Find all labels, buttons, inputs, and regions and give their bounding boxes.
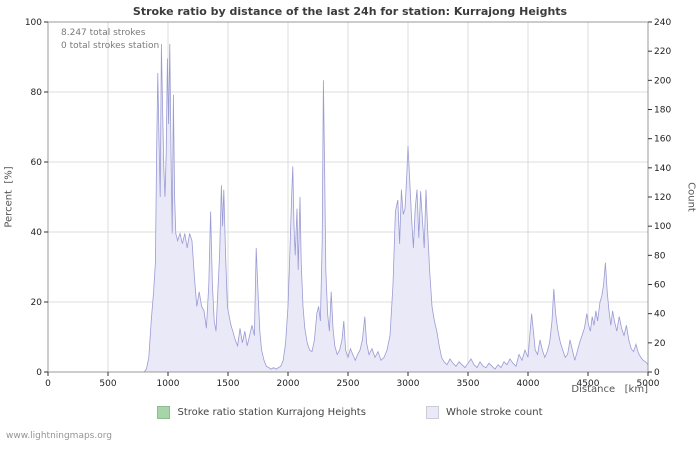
svg-text:3000: 3000 — [397, 379, 420, 389]
svg-text:40: 40 — [654, 310, 666, 320]
svg-text:120: 120 — [654, 193, 671, 203]
svg-text:200: 200 — [654, 76, 671, 86]
svg-text:3500: 3500 — [457, 379, 480, 389]
svg-text:40: 40 — [31, 228, 43, 238]
x-axis-label: Distance [km] — [571, 384, 648, 395]
svg-text:80: 80 — [654, 251, 666, 261]
svg-text:180: 180 — [654, 106, 671, 116]
svg-text:1000: 1000 — [157, 379, 180, 389]
y-axis-right-label: Count — [685, 182, 697, 212]
svg-text:2500: 2500 — [337, 379, 360, 389]
svg-text:220: 220 — [654, 47, 671, 57]
legend-label-whole-stroke-count: Whole stroke count — [445, 407, 543, 418]
y-axis-left-label: Percent [%] — [3, 166, 15, 228]
svg-text:5000: 5000 — [637, 379, 660, 389]
svg-text:20: 20 — [654, 339, 666, 349]
watermark-text: www.lightningmaps.org — [6, 431, 112, 441]
svg-text:0: 0 — [654, 368, 660, 378]
svg-text:100: 100 — [654, 222, 671, 232]
svg-text:160: 160 — [654, 135, 671, 145]
legend-item-stroke-ratio: Stroke ratio station Kurrajong Heights — [157, 406, 366, 419]
total-strokes-text: 8.247 total strokes — [61, 28, 146, 38]
total-strokes-station-text: 0 total strokes station — [61, 41, 160, 51]
whole-stroke-count-swatch-icon — [425, 406, 439, 419]
stroke-ratio-swatch-icon — [157, 406, 171, 419]
svg-text:4500: 4500 — [577, 379, 600, 389]
svg-text:1500: 1500 — [217, 379, 240, 389]
svg-text:100: 100 — [25, 18, 42, 28]
svg-text:4000: 4000 — [517, 379, 540, 389]
svg-text:60: 60 — [31, 158, 43, 168]
svg-text:0: 0 — [36, 368, 42, 378]
svg-text:80: 80 — [31, 88, 43, 98]
chart-title: Stroke ratio by distance of the last 24h… — [132, 5, 568, 18]
svg-text:0: 0 — [45, 379, 51, 389]
svg-text:500: 500 — [99, 379, 116, 389]
svg-text:20: 20 — [31, 298, 43, 308]
svg-text:60: 60 — [654, 281, 666, 291]
svg-text:2000: 2000 — [277, 379, 300, 389]
legend-label-stroke-ratio: Stroke ratio station Kurrajong Heights — [177, 407, 366, 418]
totals-annotation: 8.247 total strokes 0 total strokes stat… — [61, 27, 159, 53]
chart-legend: Stroke ratio station Kurrajong Heights W… — [0, 406, 700, 419]
svg-text:140: 140 — [654, 164, 671, 174]
svg-text:240: 240 — [654, 18, 671, 28]
legend-item-whole-stroke-count: Whole stroke count — [425, 406, 543, 419]
